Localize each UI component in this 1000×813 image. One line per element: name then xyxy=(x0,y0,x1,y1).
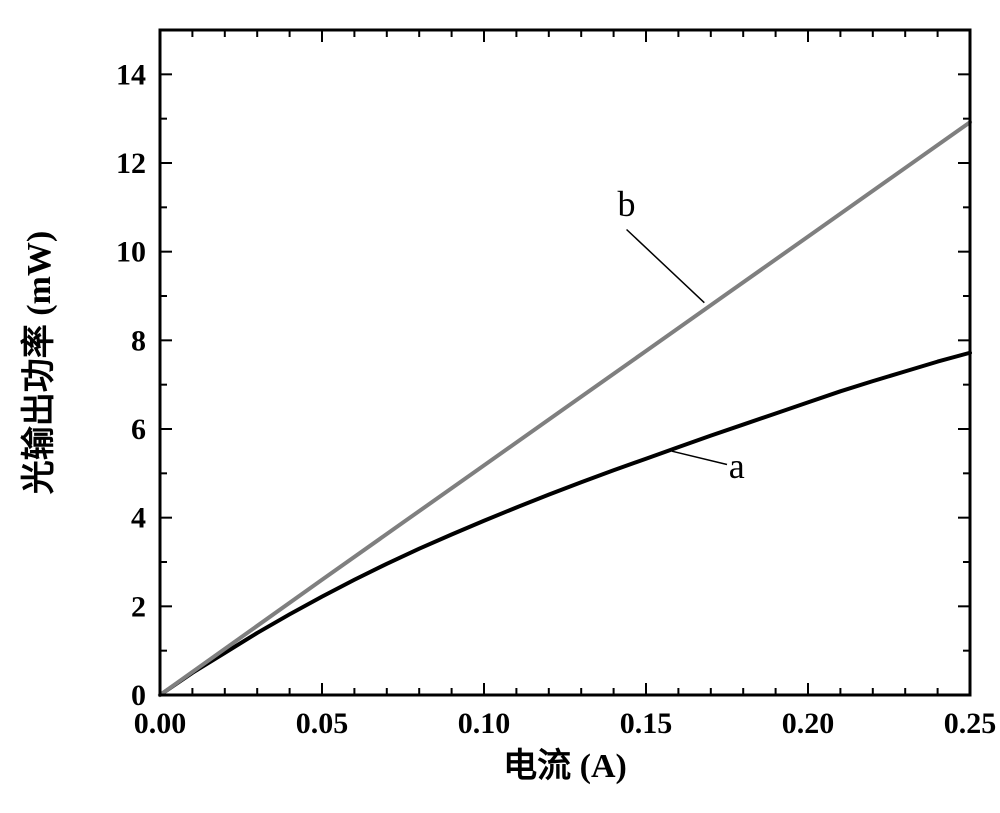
series-label-a: a xyxy=(729,446,745,486)
y-tick-label: 0 xyxy=(131,679,146,712)
y-tick-label: 14 xyxy=(116,58,146,91)
x-tick-label: 0.15 xyxy=(620,707,673,740)
series-label-b: b xyxy=(618,184,636,224)
x-tick-label: 0.20 xyxy=(782,707,835,740)
x-axis-label: 电流 (A) xyxy=(503,747,627,785)
y-axis-label: 光输出功率 (mW) xyxy=(20,231,58,494)
x-tick-label: 0.10 xyxy=(458,707,511,740)
y-tick-label: 10 xyxy=(116,236,146,269)
x-tick-label: 0.25 xyxy=(944,707,997,740)
chart-container: 0.000.050.100.150.200.25电流 (A)0246810121… xyxy=(0,0,1000,813)
y-tick-label: 8 xyxy=(131,324,146,357)
y-tick-label: 6 xyxy=(131,413,146,446)
y-tick-label: 2 xyxy=(131,590,146,623)
x-tick-label: 0.05 xyxy=(296,707,349,740)
y-tick-label: 4 xyxy=(131,502,146,535)
line-chart: 0.000.050.100.150.200.25电流 (A)0246810121… xyxy=(0,0,1000,813)
y-tick-label: 12 xyxy=(116,147,146,180)
